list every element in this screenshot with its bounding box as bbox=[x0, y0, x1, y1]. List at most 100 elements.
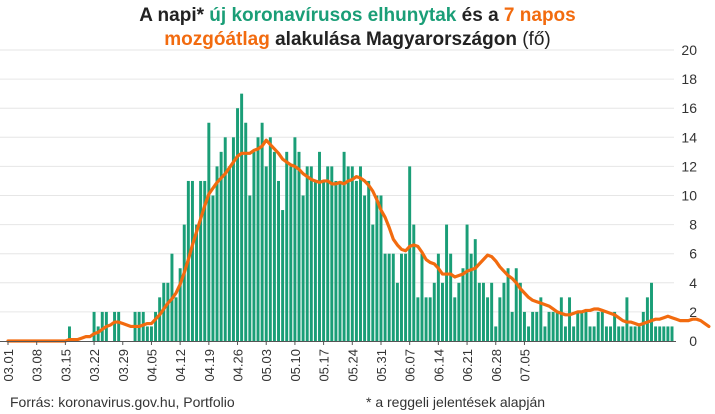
x-tick-label: 06.28 bbox=[489, 349, 504, 382]
bar bbox=[334, 180, 338, 341]
bar bbox=[227, 166, 231, 341]
bar bbox=[367, 180, 371, 341]
bar bbox=[506, 268, 510, 341]
bar bbox=[305, 166, 309, 341]
title-part-6: alakulása Magyarországon bbox=[269, 29, 517, 50]
x-tick-label: 04.26 bbox=[231, 349, 246, 382]
bar bbox=[625, 297, 629, 341]
bar bbox=[650, 282, 653, 341]
y-tick-label: 0 bbox=[689, 333, 697, 349]
bar bbox=[313, 180, 317, 341]
bar bbox=[371, 224, 375, 341]
bar bbox=[477, 282, 481, 341]
bar bbox=[658, 326, 662, 341]
bar bbox=[465, 224, 469, 341]
y-tick-label: 6 bbox=[689, 246, 697, 262]
x-tick-label: 07.05 bbox=[517, 349, 532, 382]
y-tick-label: 20 bbox=[681, 42, 697, 58]
source-note: Forrás: koronavirus.gov.hu, Portfolio bbox=[10, 394, 235, 410]
bar bbox=[576, 311, 580, 341]
bar bbox=[613, 311, 617, 341]
bar bbox=[510, 311, 514, 341]
bar bbox=[432, 282, 436, 341]
bar bbox=[654, 326, 658, 341]
bar bbox=[289, 166, 293, 341]
bar bbox=[113, 311, 117, 341]
bar bbox=[182, 224, 186, 341]
bar bbox=[445, 224, 449, 341]
bar bbox=[645, 297, 649, 341]
bar bbox=[318, 151, 321, 341]
bar bbox=[629, 326, 633, 341]
bar bbox=[166, 282, 170, 341]
bar bbox=[666, 326, 670, 341]
bar bbox=[592, 326, 596, 341]
bar bbox=[354, 180, 358, 341]
y-tick-label: 4 bbox=[689, 275, 697, 291]
bar bbox=[309, 166, 313, 341]
x-tick-label: 05.03 bbox=[259, 349, 274, 382]
bar bbox=[584, 311, 588, 341]
bar bbox=[174, 297, 178, 341]
bar bbox=[240, 93, 244, 342]
x-tick-label: 06.07 bbox=[403, 349, 418, 382]
bar bbox=[363, 195, 367, 341]
bar bbox=[473, 239, 477, 341]
bar bbox=[190, 180, 194, 341]
bar bbox=[268, 137, 272, 341]
bar-series bbox=[68, 93, 674, 342]
bar bbox=[260, 122, 264, 341]
bar bbox=[342, 151, 346, 341]
x-tick-label: 03.08 bbox=[30, 349, 45, 382]
x-tick-label: 03.22 bbox=[87, 349, 102, 382]
x-tick-label: 04.12 bbox=[173, 349, 188, 382]
x-tick-label: 05.17 bbox=[317, 349, 332, 382]
bar bbox=[539, 297, 543, 341]
bar bbox=[256, 137, 260, 341]
bar bbox=[207, 122, 211, 341]
x-tick-label: 03.15 bbox=[58, 349, 73, 382]
x-tick-label: 05.24 bbox=[345, 349, 360, 382]
bar bbox=[375, 195, 379, 341]
bar bbox=[236, 108, 240, 341]
bar bbox=[326, 166, 330, 341]
bar bbox=[231, 137, 235, 341]
bar bbox=[272, 151, 276, 341]
bar bbox=[559, 297, 563, 341]
bar bbox=[469, 253, 473, 341]
bar bbox=[572, 326, 576, 341]
x-axis-labels: 03.01 03.08 03.15 03.22 03.29 04.05 04.12 04.19… bbox=[1, 341, 532, 382]
title-part-7day: 7 napos bbox=[503, 5, 576, 26]
moving-average-line bbox=[6, 138, 711, 343]
bar bbox=[568, 297, 572, 341]
chart-title: A napi* új koronavírusos elhunytak és a … bbox=[0, 4, 715, 52]
bar bbox=[535, 311, 539, 341]
bar bbox=[68, 326, 71, 341]
bar bbox=[293, 137, 297, 341]
title-part-unit: (fő) bbox=[516, 29, 551, 50]
bar bbox=[420, 253, 424, 341]
x-tick-label: 04.19 bbox=[202, 349, 217, 382]
bar bbox=[449, 253, 453, 341]
bar bbox=[596, 311, 600, 341]
bar bbox=[199, 180, 203, 341]
bar bbox=[633, 326, 637, 341]
bar bbox=[395, 282, 399, 341]
y-tick-label: 12 bbox=[681, 158, 697, 174]
y-axis-labels: 0 2 4 6 8 10 12 14 16 18 20 bbox=[681, 42, 697, 349]
bar bbox=[223, 137, 227, 341]
bar bbox=[580, 311, 584, 341]
bar bbox=[514, 268, 518, 341]
bar bbox=[359, 166, 362, 341]
bar bbox=[563, 326, 567, 341]
bar bbox=[641, 311, 645, 341]
bar bbox=[383, 253, 387, 341]
bar bbox=[350, 166, 354, 341]
title-part-deaths: új koronavírusos elhunytak bbox=[209, 5, 457, 26]
bar bbox=[522, 311, 526, 341]
bar bbox=[215, 166, 219, 341]
bar bbox=[211, 195, 215, 341]
bar bbox=[178, 268, 182, 341]
bar bbox=[543, 326, 547, 341]
y-tick-label: 14 bbox=[681, 129, 697, 145]
